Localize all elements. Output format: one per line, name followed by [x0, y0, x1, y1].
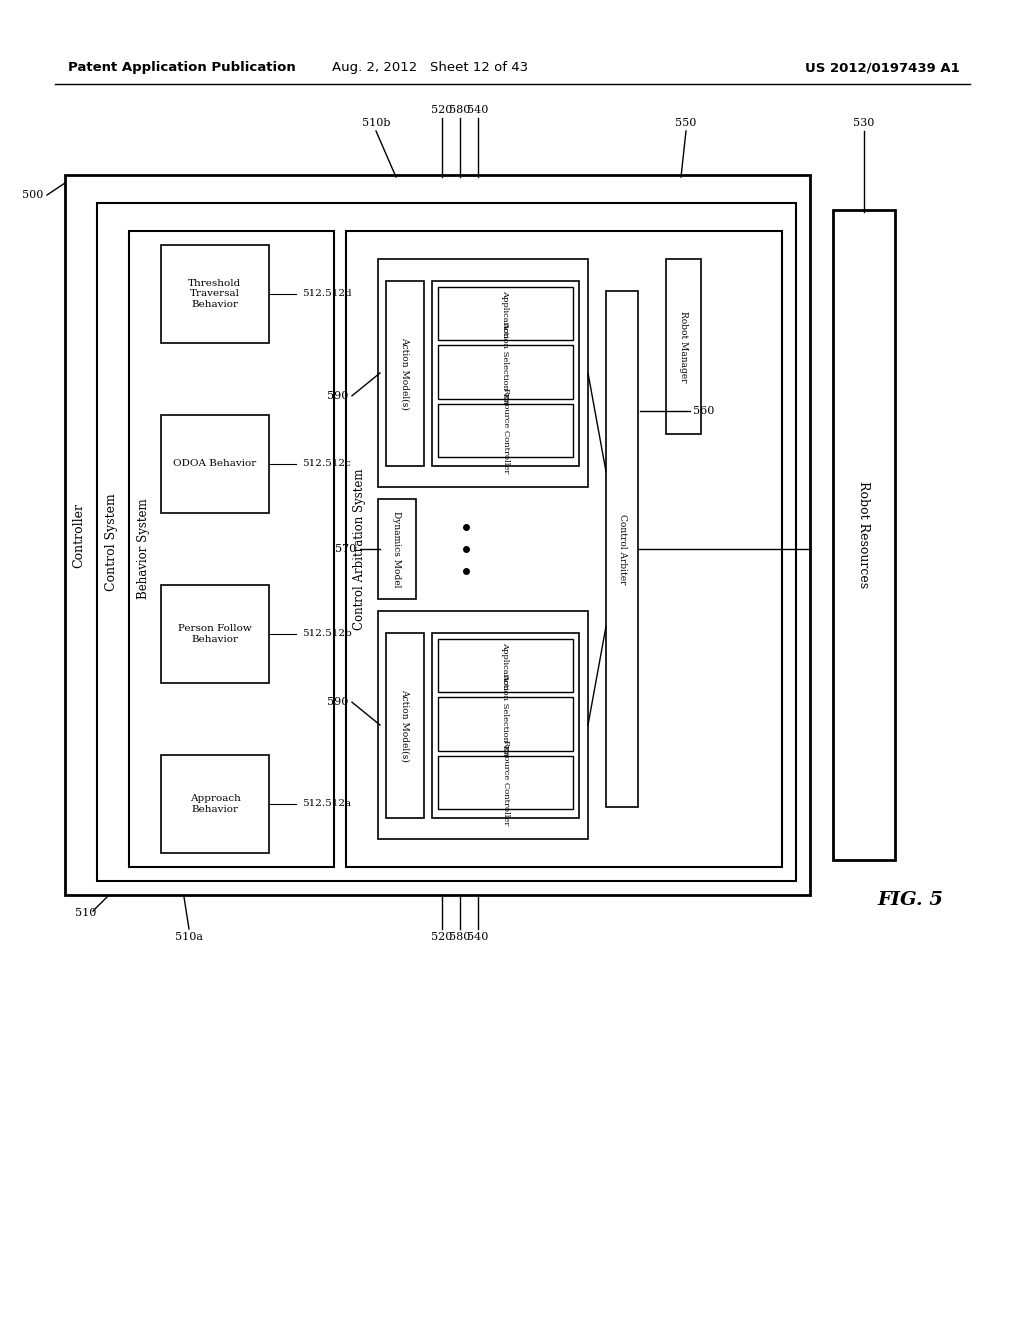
Bar [386, 281, 424, 466]
Bar [438, 697, 573, 751]
Text: 512.512d: 512.512d [302, 289, 351, 298]
Bar [97, 203, 796, 880]
Text: Threshold
Traversal
Behavior: Threshold Traversal Behavior [188, 279, 242, 309]
Bar [65, 176, 810, 895]
Text: Action Selection Engine: Action Selection Engine [502, 321, 510, 422]
Text: Application: Application [502, 289, 510, 338]
Bar [438, 404, 573, 457]
Text: Action Model(s): Action Model(s) [400, 689, 410, 762]
Bar [666, 259, 701, 434]
Bar [378, 611, 588, 840]
Bar [432, 281, 579, 466]
Text: Controller: Controller [73, 503, 85, 568]
Text: 530: 530 [853, 117, 874, 128]
Text: 500: 500 [22, 190, 43, 201]
Text: Application: Application [502, 642, 510, 689]
Bar [438, 639, 573, 692]
Text: 510a: 510a [175, 932, 203, 942]
Text: US 2012/0197439 A1: US 2012/0197439 A1 [805, 62, 961, 74]
Text: 560: 560 [693, 407, 715, 416]
Text: Approach
Behavior: Approach Behavior [189, 795, 241, 813]
Bar [432, 634, 579, 818]
Text: 550: 550 [675, 117, 696, 128]
Bar [378, 499, 416, 599]
Bar [606, 290, 638, 807]
Text: Control System: Control System [104, 494, 118, 591]
Text: 570: 570 [335, 544, 356, 554]
Text: 540: 540 [467, 106, 488, 115]
Text: Dynamics Model: Dynamics Model [392, 511, 401, 587]
Text: FIG. 5: FIG. 5 [877, 891, 943, 909]
Bar [386, 634, 424, 818]
Text: Robot Manager: Robot Manager [679, 310, 688, 383]
Text: Control Arbiter: Control Arbiter [617, 513, 627, 585]
Bar [438, 346, 573, 399]
Text: 510: 510 [75, 908, 96, 917]
Text: 520: 520 [431, 932, 453, 942]
Text: Behavior System: Behavior System [136, 499, 150, 599]
Text: 512.512b: 512.512b [302, 630, 352, 639]
Text: 512.512a: 512.512a [302, 800, 351, 808]
Text: Control Arbitration System: Control Arbitration System [353, 469, 367, 630]
Bar [438, 755, 573, 809]
Text: Robot Resources: Robot Resources [857, 482, 870, 589]
Bar [833, 210, 895, 861]
Text: Aug. 2, 2012   Sheet 12 of 43: Aug. 2, 2012 Sheet 12 of 43 [332, 62, 528, 74]
Text: Action Model(s): Action Model(s) [400, 337, 410, 411]
Text: 520: 520 [431, 106, 453, 115]
Text: ODOA Behavior: ODOA Behavior [173, 459, 257, 469]
Text: Resource Controller: Resource Controller [502, 739, 510, 825]
Bar [346, 231, 782, 867]
Text: Patent Application Publication: Patent Application Publication [68, 62, 296, 74]
Bar [161, 246, 269, 343]
Bar [438, 286, 573, 341]
Text: 580: 580 [450, 106, 471, 115]
Bar [161, 755, 269, 853]
Bar [129, 231, 334, 867]
Text: 580: 580 [450, 932, 471, 942]
Text: Action Selection Engine: Action Selection Engine [502, 673, 510, 775]
Text: 510b: 510b [361, 117, 390, 128]
Text: Resource Controller: Resource Controller [502, 388, 510, 473]
Bar [161, 585, 269, 682]
Text: 540: 540 [467, 932, 488, 942]
Bar [378, 259, 588, 487]
Text: 512.512c: 512.512c [302, 459, 351, 469]
Text: 590: 590 [327, 391, 348, 401]
Bar [161, 414, 269, 513]
Text: 590: 590 [327, 697, 348, 708]
Text: Person Follow
Behavior: Person Follow Behavior [178, 624, 252, 644]
